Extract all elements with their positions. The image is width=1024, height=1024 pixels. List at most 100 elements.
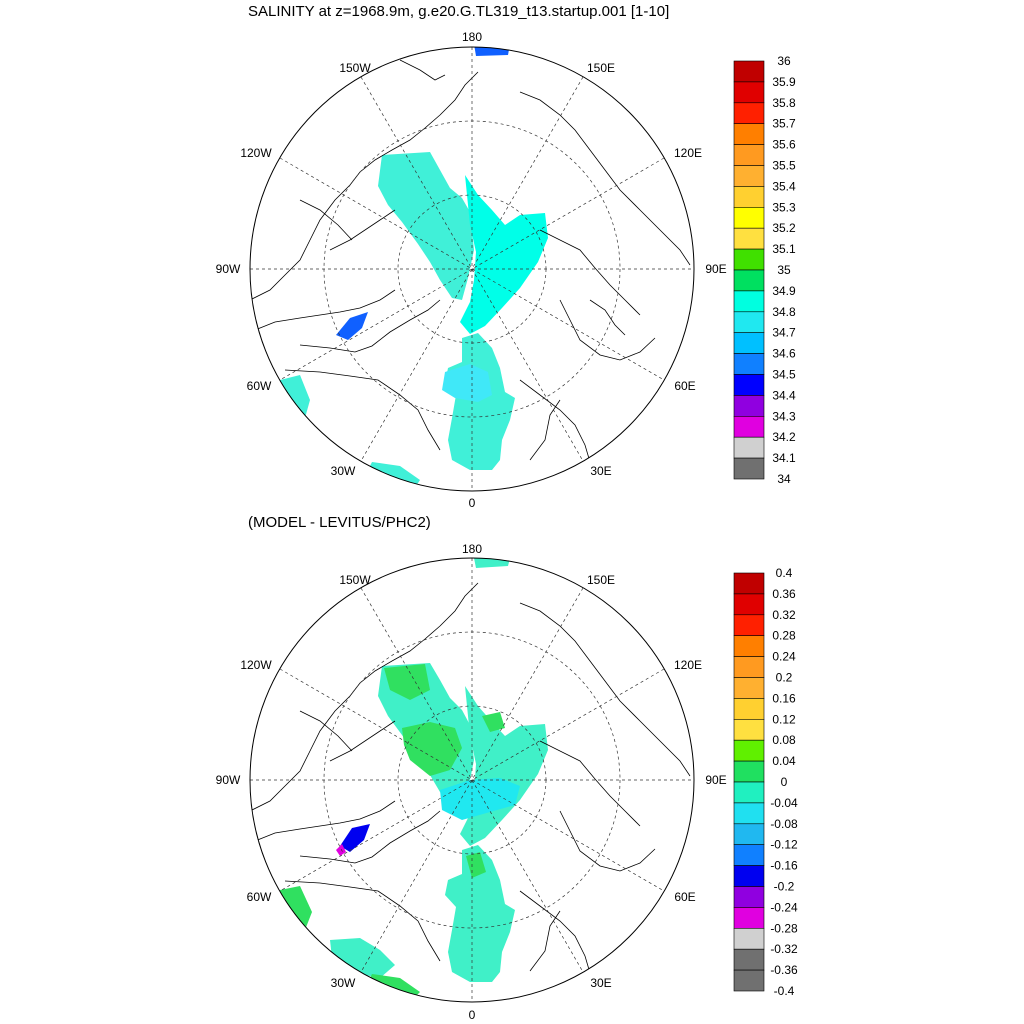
colorbar-label: 0.4 bbox=[776, 566, 793, 580]
bot-graticule bbox=[250, 558, 694, 1002]
bottom-polar-map: 180 150W 150E 120W 120E 90W 90E 60W 60E … bbox=[216, 542, 727, 1022]
top-fill-atl-west bbox=[278, 375, 310, 420]
top-fill-fram bbox=[445, 333, 515, 470]
colorbar-label: 0.12 bbox=[772, 712, 796, 726]
colorbar-swatch bbox=[733, 165, 765, 187]
colorbar-label: 0.32 bbox=[772, 608, 796, 622]
bot-lon-180: 180 bbox=[462, 542, 482, 556]
bot-lon-150w: 150W bbox=[339, 573, 371, 587]
colorbar-swatch bbox=[733, 353, 765, 375]
bot-lon-30e: 30E bbox=[590, 976, 611, 990]
colorbar-swatch bbox=[733, 123, 765, 145]
top-lon-90w: 90W bbox=[216, 262, 241, 276]
colorbar-swatch bbox=[733, 144, 765, 166]
top-fill-eurasian bbox=[460, 175, 548, 334]
colorbar-label: 35.1 bbox=[772, 242, 796, 256]
bot-fill-atl-south-green bbox=[365, 974, 420, 1002]
top-lon-60w: 60W bbox=[247, 379, 272, 393]
colorbar-label: 35.2 bbox=[772, 221, 796, 235]
top-lon-30e: 30E bbox=[590, 464, 611, 478]
top-fill-beaufort bbox=[378, 152, 474, 300]
colorbar-swatch bbox=[733, 802, 765, 825]
colorbar-swatch bbox=[733, 969, 765, 992]
colorbar-label: 35 bbox=[777, 263, 791, 277]
top-fill-greenland-sea bbox=[442, 364, 492, 402]
colorbar-label: -0.16 bbox=[770, 859, 798, 873]
bot-lon-0: 0 bbox=[469, 1008, 476, 1022]
top-lon-60e: 60E bbox=[674, 379, 695, 393]
colorbar-swatch bbox=[733, 290, 765, 313]
bot-fill-labrador-magenta bbox=[336, 844, 346, 856]
colorbar-label: 35.4 bbox=[772, 179, 796, 193]
colorbar-swatch bbox=[733, 311, 765, 333]
top-fill-labrador bbox=[336, 312, 368, 340]
colorbar-label: -0.04 bbox=[770, 796, 798, 810]
colorbar-label: -0.36 bbox=[770, 963, 798, 977]
colorbar-swatch bbox=[733, 374, 765, 396]
colorbar-swatch bbox=[733, 395, 765, 417]
colorbar-swatch bbox=[733, 572, 765, 595]
colorbar-label: 34.8 bbox=[772, 305, 796, 319]
colorbar-label: 0.24 bbox=[772, 650, 796, 664]
top-lon-90e: 90E bbox=[705, 262, 726, 276]
colorbar-label: 34.9 bbox=[772, 284, 796, 298]
colorbar-swatch bbox=[733, 760, 765, 783]
top-lon-30w: 30W bbox=[331, 464, 356, 478]
colorbar-label: -0.4 bbox=[774, 984, 795, 998]
bot-fill-cyan-band bbox=[440, 778, 520, 820]
top-panel-title: SALINITY at z=1968.9m, g.e20.G.TL319_t13… bbox=[248, 3, 670, 20]
colorbar-label: 35.5 bbox=[772, 159, 796, 173]
colorbar-swatch bbox=[733, 656, 765, 678]
top-lon-120w: 120W bbox=[240, 146, 272, 160]
top-map-boundary bbox=[249, 46, 695, 492]
colorbar-label: 35.8 bbox=[772, 96, 796, 110]
colorbar-swatch bbox=[733, 865, 765, 887]
bot-lon-120e: 120E bbox=[674, 658, 702, 672]
colorbar-label: 34.1 bbox=[772, 451, 796, 465]
top-polar-map: 180 150W 150E 120W 120E 90W 90E 60W 60E … bbox=[216, 30, 727, 510]
bot-lon-60e: 60E bbox=[674, 890, 695, 904]
bot-fill-green-top bbox=[384, 664, 430, 700]
colorbar-swatch bbox=[733, 81, 765, 104]
top-lon-150w: 150W bbox=[339, 61, 371, 75]
colorbar-swatch bbox=[733, 907, 765, 929]
colorbar-swatch bbox=[733, 844, 765, 866]
colorbar-swatch bbox=[733, 227, 765, 250]
colorbar-label: 34.7 bbox=[772, 326, 796, 340]
colorbar-label: 34.2 bbox=[772, 430, 796, 444]
bottom-map-boundary bbox=[249, 557, 695, 1003]
colorbar-label: 0.16 bbox=[772, 691, 796, 705]
top-fill-bering bbox=[474, 47, 510, 56]
colorbar-swatch bbox=[733, 677, 765, 699]
colorbar-swatch bbox=[733, 593, 765, 616]
bot-fill-labrador bbox=[340, 824, 370, 852]
bottom-panel-title: (MODEL - LEVITUS/PHC2) bbox=[248, 514, 431, 531]
bot-fill-atl-west bbox=[278, 886, 312, 932]
bot-lon-120w: 120W bbox=[240, 658, 272, 672]
bot-fill-green-patch bbox=[402, 722, 462, 776]
bot-fill-eurasian bbox=[460, 686, 548, 846]
colorbar-label: 35.3 bbox=[772, 200, 796, 214]
bottom-colorbar: 0.4 0.36 0.32 0.28 0.24 0.2 0.16 0.12 0.08 0.04 0 -… bbox=[733, 566, 798, 998]
colorbar-swatch bbox=[733, 415, 765, 438]
colorbar-label: -0.32 bbox=[770, 942, 798, 956]
colorbar-label: 34.4 bbox=[772, 388, 796, 402]
colorbar-label: 0.08 bbox=[772, 733, 796, 747]
colorbar-label: 34.5 bbox=[772, 368, 796, 382]
colorbar-swatch bbox=[733, 207, 765, 229]
top-lon-0: 0 bbox=[469, 496, 476, 510]
top-graticule bbox=[250, 47, 694, 491]
bot-lon-150e: 150E bbox=[587, 573, 615, 587]
top-lon-150e: 150E bbox=[587, 61, 615, 75]
bot-lon-90e: 90E bbox=[705, 773, 726, 787]
colorbar-label: -0.08 bbox=[770, 817, 798, 831]
colorbar-swatch bbox=[733, 248, 765, 271]
colorbar-label: 0.2 bbox=[776, 671, 793, 685]
colorbar-swatch bbox=[733, 332, 765, 354]
colorbar-swatch bbox=[733, 60, 765, 83]
colorbar-label: 34 bbox=[777, 472, 791, 486]
top-fill-atl-south bbox=[365, 462, 420, 491]
colorbar-label: 0.28 bbox=[772, 629, 796, 643]
colorbar-swatch bbox=[733, 436, 765, 459]
